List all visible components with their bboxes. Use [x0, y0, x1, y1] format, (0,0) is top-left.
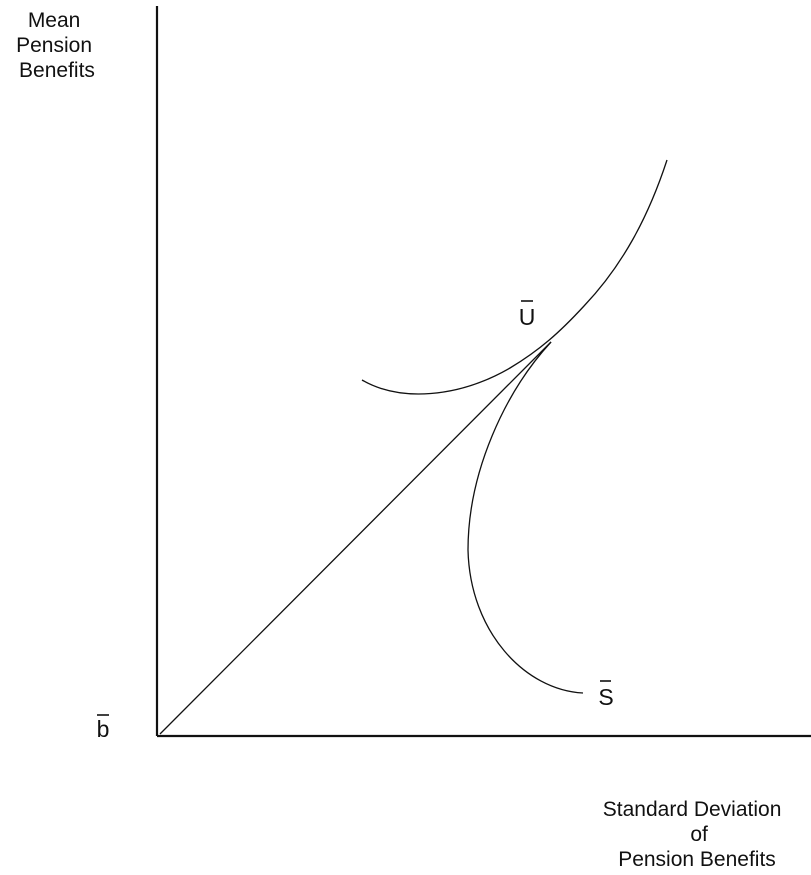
x-axis-label: Standard Deviation of Pension Benefits: [603, 798, 787, 871]
origin-label: b: [97, 714, 110, 742]
indifference-curve-label: U: [519, 300, 536, 330]
opportunity-curve-s: [467, 341, 584, 694]
y-axis-label-line: Mean: [28, 9, 81, 32]
x-axis-label-line: Pension Benefits: [618, 848, 776, 871]
y-axis-label-line: Benefits: [19, 59, 95, 82]
x-axis-label-line: Standard Deviation: [603, 798, 782, 821]
x-axis-label-line: of: [690, 823, 708, 846]
origin-label-text: b: [97, 716, 110, 742]
ray-from-origin: [159, 341, 552, 735]
indifference-curve-label-text: U: [519, 304, 536, 330]
indifference-curve-u: [361, 159, 668, 395]
opportunity-curve-label-text: S: [598, 684, 613, 710]
opportunity-curve-label: S: [598, 680, 614, 710]
y-axis-label-line: Pension: [16, 34, 92, 57]
y-axis-label: Mean Pension Benefits: [16, 9, 98, 82]
